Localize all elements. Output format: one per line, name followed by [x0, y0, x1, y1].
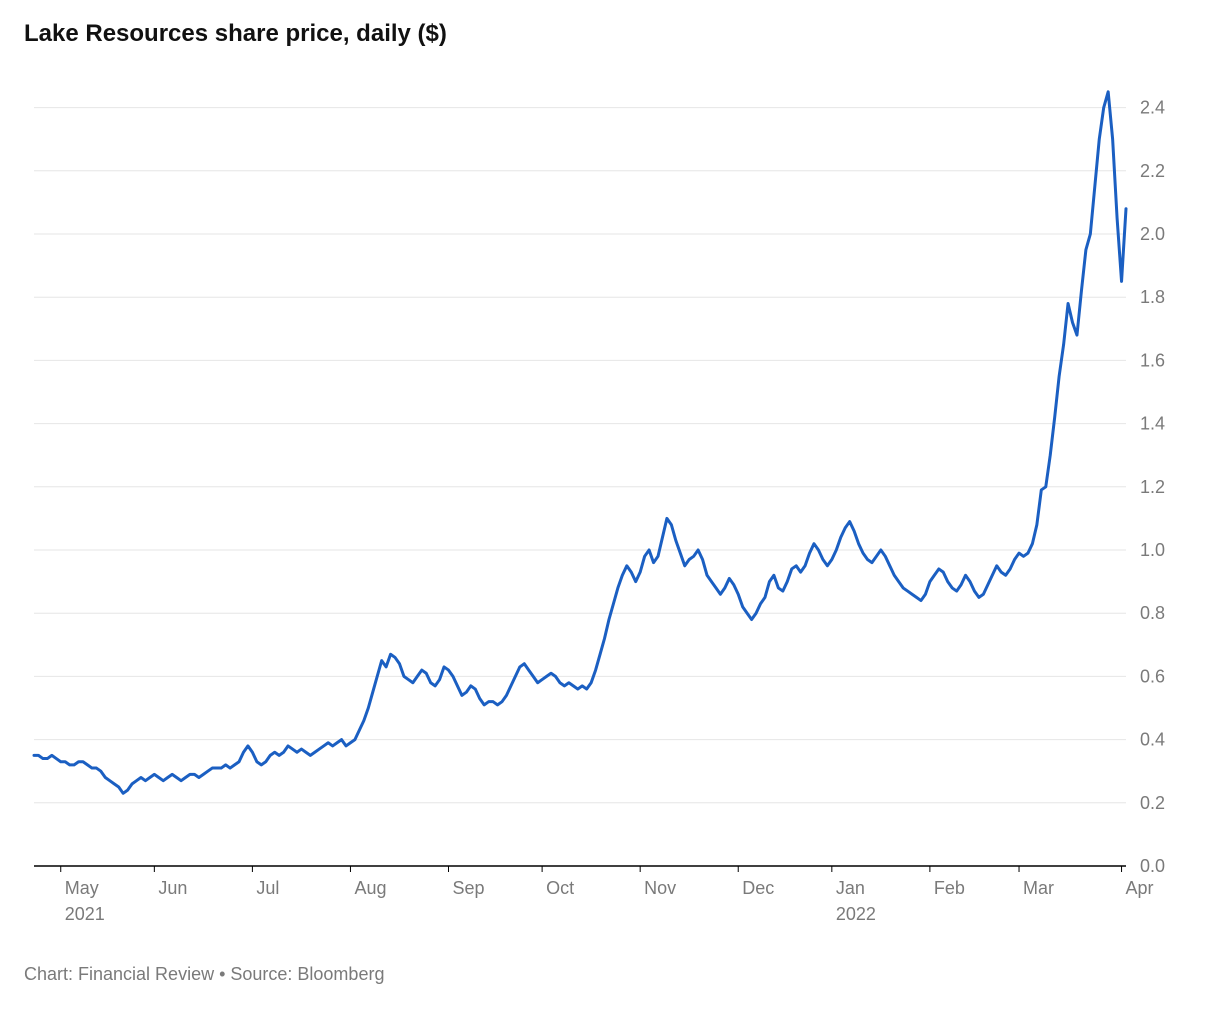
svg-text:2.2: 2.2: [1140, 161, 1165, 181]
svg-text:Dec: Dec: [742, 878, 774, 898]
svg-text:1.2: 1.2: [1140, 477, 1165, 497]
svg-text:2.0: 2.0: [1140, 224, 1165, 244]
svg-text:0.2: 0.2: [1140, 793, 1165, 813]
svg-text:2021: 2021: [65, 904, 105, 924]
plot-area: 0.0 0.2 0.4 0.6 0.8 1.0 1.2 1.4 1.6 1.8 2.0 2.2 2.4 M…: [24, 66, 1196, 936]
svg-text:2.4: 2.4: [1140, 98, 1165, 118]
svg-text:0.6: 0.6: [1140, 666, 1165, 686]
svg-text:Feb: Feb: [934, 878, 965, 898]
chart-container: Lake Resources share price, daily ($) 0.…: [0, 0, 1220, 1020]
svg-text:Apr: Apr: [1126, 878, 1154, 898]
svg-text:0.0: 0.0: [1140, 856, 1165, 876]
svg-text:1.6: 1.6: [1140, 350, 1165, 370]
svg-text:May: May: [65, 878, 99, 898]
svg-text:0.4: 0.4: [1140, 730, 1165, 750]
svg-text:Aug: Aug: [354, 878, 386, 898]
svg-text:Sep: Sep: [453, 878, 485, 898]
svg-text:1.8: 1.8: [1140, 287, 1165, 307]
chart-title: Lake Resources share price, daily ($): [24, 20, 1196, 48]
svg-text:2022: 2022: [836, 904, 876, 924]
chart-footer: Chart: Financial Review • Source: Bloomb…: [24, 964, 1196, 985]
svg-text:0.8: 0.8: [1140, 603, 1165, 623]
svg-text:Jul: Jul: [256, 878, 279, 898]
svg-text:1.0: 1.0: [1140, 540, 1165, 560]
svg-text:Oct: Oct: [546, 878, 574, 898]
svg-text:Mar: Mar: [1023, 878, 1054, 898]
svg-text:Nov: Nov: [644, 878, 676, 898]
svg-text:Jan: Jan: [836, 878, 865, 898]
svg-text:1.4: 1.4: [1140, 414, 1165, 434]
line-chart-svg: 0.0 0.2 0.4 0.6 0.8 1.0 1.2 1.4 1.6 1.8 2.0 2.2 2.4 M…: [24, 66, 1196, 936]
svg-text:Jun: Jun: [158, 878, 187, 898]
